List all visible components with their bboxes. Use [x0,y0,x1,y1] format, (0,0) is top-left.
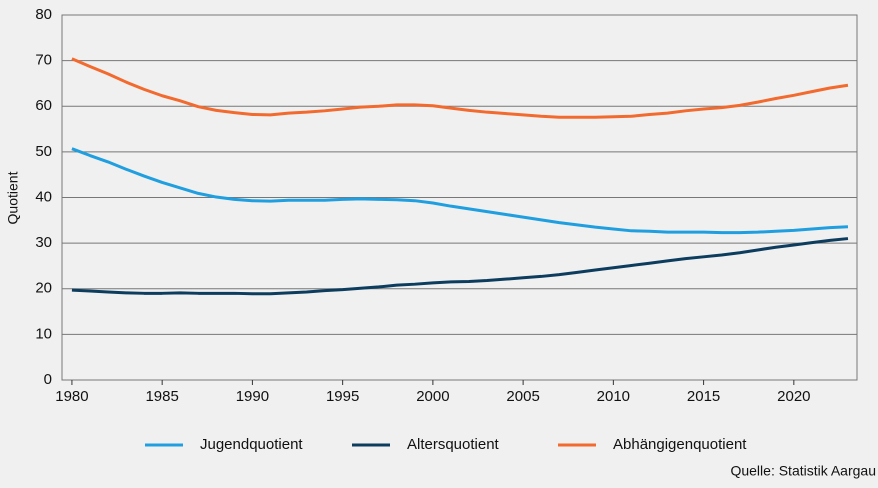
x-tick-label: 2015 [687,388,720,405]
line [71,147,849,235]
y-tick-label: 40 [35,188,52,205]
line [71,237,849,296]
x-tick-label: 1990 [236,388,269,405]
line [71,57,849,119]
y-tick-label: 30 [35,234,52,251]
x-tick-label: 2010 [597,388,630,405]
x-tick-label: 1980 [55,388,88,405]
x-tick-label: 2005 [506,388,539,405]
plot-border [61,14,858,381]
y-tick-label: 0 [44,371,52,388]
x-tick-label: 1995 [326,388,359,405]
legend-label: Jugendquotient [200,436,303,453]
source: Quelle: Statistik Aargau [730,463,876,479]
y-axis-label: Quotient [5,171,21,224]
y-tick-label: 60 [35,97,52,114]
x-tick-label: 2000 [416,388,449,405]
y-tick-label: 50 [35,143,52,160]
y-tick-label: 10 [35,325,52,342]
y-tick-label: 20 [35,280,52,297]
legend-label: Abhängigenquotient [613,436,747,453]
y-tick-label: 80 [35,6,52,23]
x-tick-label: 1985 [145,388,178,405]
legend-label: Altersquotient [407,436,500,453]
x-tick-label: 2020 [777,388,810,405]
y-tick-label: 70 [35,52,52,69]
